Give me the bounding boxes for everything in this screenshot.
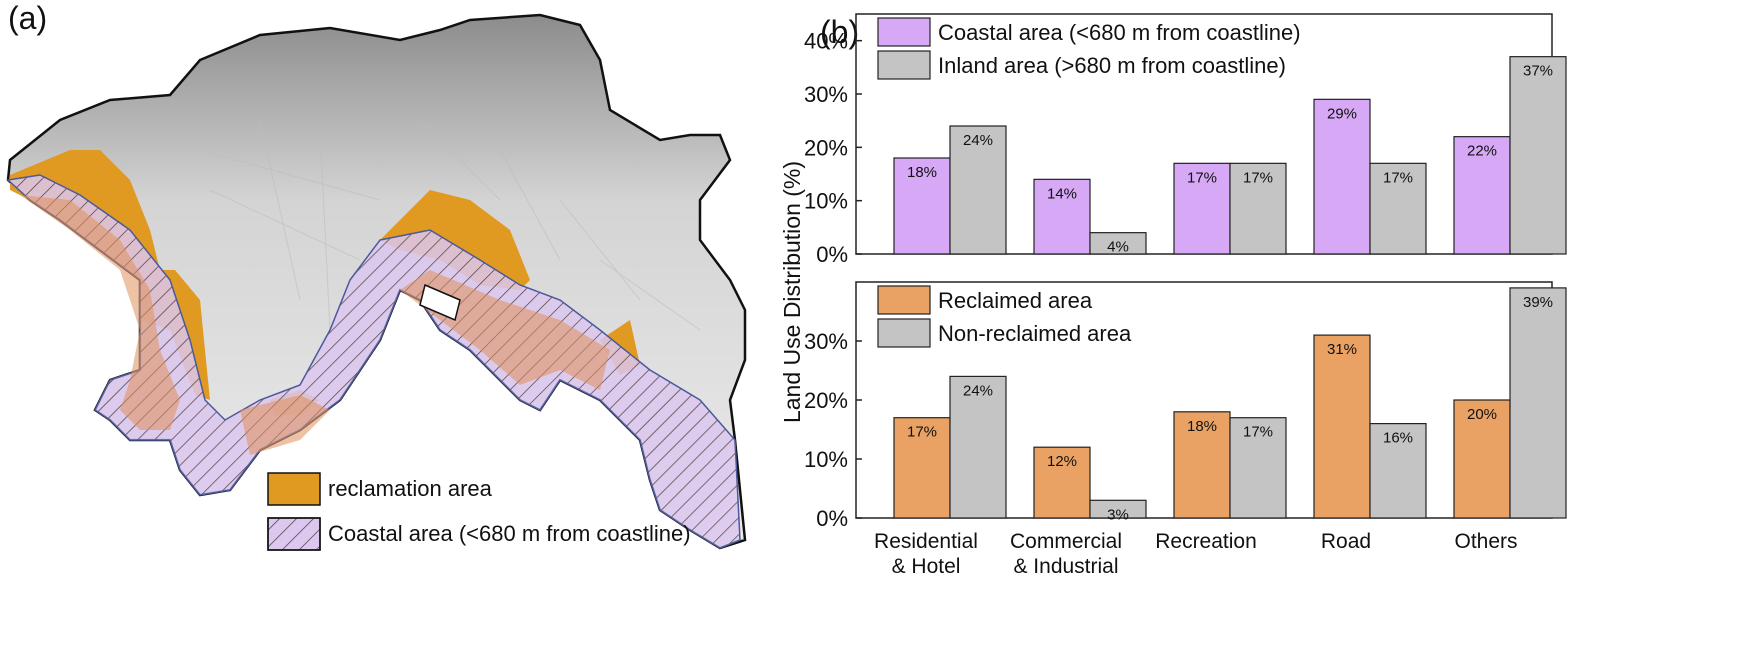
bottom-bar-series1-2 <box>1229 417 1287 519</box>
y-axis-title: Land Use Distribution (%) <box>779 161 805 423</box>
coastal-map: reclamation area Coastal area (<680 m fr… <box>6 13 747 551</box>
top-bar-label-series0-4: 22% <box>1467 143 1497 160</box>
bottom-ytick-label: 10% <box>804 447 848 472</box>
bottom-bar-label-series1-2: 17% <box>1243 424 1273 441</box>
top-bar-label-series1-4: 37% <box>1523 63 1553 80</box>
bottom-bar-label-series1-3: 16% <box>1383 430 1413 447</box>
x-category-label-4: Others <box>1454 530 1517 553</box>
top-bar-series0-4 <box>1453 136 1511 255</box>
top-bar-series1-2 <box>1229 162 1287 255</box>
legend-label-reclamation: reclamation area <box>328 476 493 501</box>
bottom-bar-label-series0-0: 17% <box>907 424 937 441</box>
top-bar-label-series0-1: 14% <box>1047 185 1077 202</box>
pier <box>419 283 461 322</box>
top-legend-label-1: Inland area (>680 m from coastline) <box>938 53 1286 78</box>
top-bar-label-series0-0: 18% <box>907 164 937 181</box>
bottom-bar-label-series1-0: 24% <box>963 382 993 399</box>
top-bar-series1-1 <box>1089 232 1147 255</box>
bottom-legend-swatch-1 <box>877 318 931 348</box>
bottom-bar-label-series0-4: 20% <box>1467 406 1497 423</box>
top-bar-label-series1-3: 17% <box>1383 169 1413 186</box>
legend-label-coastal: Coastal area (<680 m from coastline) <box>328 521 691 546</box>
x-category-label-3: Road <box>1321 530 1371 553</box>
top-ytick-label: 10% <box>804 189 848 214</box>
bottom-legend-label-0: Reclaimed area <box>938 288 1093 313</box>
top-bar-label-series1-0: 24% <box>963 132 993 149</box>
bottom-bar-label-series1-4: 39% <box>1523 294 1553 311</box>
top-bar-series1-3 <box>1369 162 1427 255</box>
top-bar-series0-3 <box>1313 98 1371 255</box>
bottom-bar-series1-3 <box>1369 423 1427 519</box>
top-ytick-label: 40% <box>804 29 848 54</box>
x-category-label-2: Recreation <box>1155 530 1257 553</box>
bottom-legend-label-1: Non-reclaimed area <box>938 321 1132 346</box>
bottom-bar-series0-1 <box>1033 446 1091 519</box>
street-texture <box>199 119 701 331</box>
bottom-legend-swatch-0 <box>877 285 931 315</box>
bottom-bar-label-series1-1: 3% <box>1107 506 1129 523</box>
panel-a-label: (a) <box>8 0 48 36</box>
top-bar-label-series1-2: 17% <box>1243 169 1273 186</box>
bottom-bar-series1-4 <box>1509 287 1567 519</box>
top-bar-label-series1-1: 4% <box>1107 239 1129 256</box>
top-bar-series1-4 <box>1509 56 1567 255</box>
top-bar-series1-0 <box>949 125 1007 255</box>
bottom-ytick-label: 20% <box>804 388 848 413</box>
bottom-bar-series1-1 <box>1089 499 1147 519</box>
top-legend-swatch-1 <box>877 50 931 80</box>
bottom-bar-series1-0 <box>949 375 1007 519</box>
x-category-labels: Residential & Hotel Commercial & Industrial… <box>874 530 1517 578</box>
legend-swatch-reclamation <box>267 472 321 506</box>
top-ytick-label: 20% <box>804 135 848 160</box>
top-bar-series0-1 <box>1033 178 1091 255</box>
bottom-bar-series0-4 <box>1453 399 1511 519</box>
top-bar-label-series0-2: 17% <box>1187 169 1217 186</box>
bottom-ytick-label: 0% <box>816 506 848 531</box>
panel-b-label: (b) <box>820 14 860 50</box>
bottom-ytick-label: 30% <box>804 329 848 354</box>
top-ytick-label: 30% <box>804 82 848 107</box>
bottom-bar-series0-3 <box>1313 334 1371 519</box>
top-bar-series0-2 <box>1173 162 1231 255</box>
bottom-bar-label-series0-3: 31% <box>1327 341 1357 358</box>
chart-coastal-vs-inland: 0% 10% 20% 30% 40% 18% 14% 17% 29% 22% 24% 4% 17% 17%… <box>804 13 1567 267</box>
top-ytick-label: 0% <box>816 242 848 267</box>
top-bar-label-series0-3: 29% <box>1327 105 1357 122</box>
legend-swatch-coastal-hatch <box>267 517 321 551</box>
x-category-label-1: Commercial & Industrial <box>1010 530 1122 578</box>
top-bar-series0-0 <box>893 157 951 255</box>
x-category-label-0: Residential & Hotel <box>874 530 978 578</box>
top-legend-swatch-0 <box>877 17 931 47</box>
bottom-bar-series0-0 <box>893 417 951 519</box>
bottom-bar-label-series0-1: 12% <box>1047 453 1077 470</box>
top-legend-label-0: Coastal area (<680 m from coastline) <box>938 20 1301 45</box>
chart-reclaimed-vs-nonreclaimed: 0% 10% 20% 30% 17% 12% 18% 31% 20% 24% 3% 17% 16% 39%… <box>804 281 1567 531</box>
bottom-bar-label-series0-2: 18% <box>1187 418 1217 435</box>
